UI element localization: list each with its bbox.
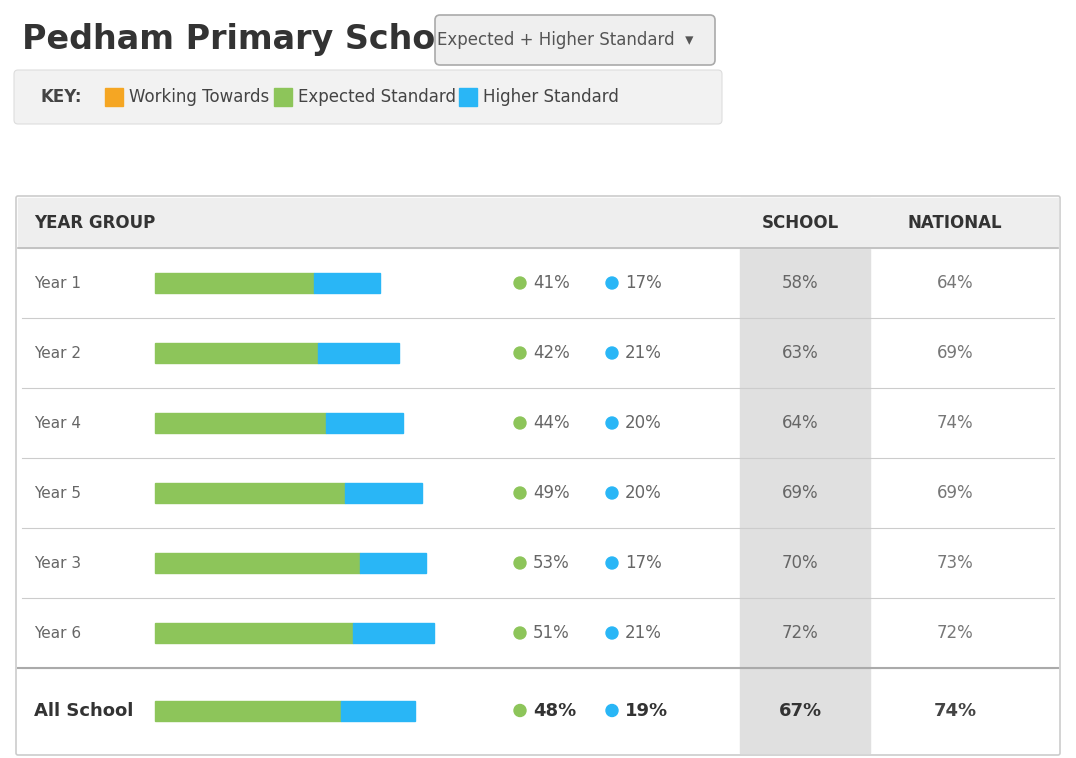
FancyBboxPatch shape	[14, 70, 722, 124]
Circle shape	[606, 487, 618, 499]
Text: 44%: 44%	[533, 414, 569, 432]
Text: 21%: 21%	[625, 624, 662, 642]
Bar	[155, 343, 317, 363]
Bar	[360, 553, 426, 573]
Text: Expected + Higher Standard  ▾: Expected + Higher Standard ▾	[437, 31, 693, 49]
Text: 49%: 49%	[533, 484, 569, 502]
Bar	[314, 273, 380, 293]
Bar	[274, 88, 292, 106]
Bar	[155, 553, 360, 573]
Circle shape	[514, 627, 526, 639]
Bar	[317, 343, 399, 363]
Circle shape	[606, 557, 618, 569]
Text: 72%: 72%	[781, 624, 819, 642]
Text: 69%: 69%	[937, 344, 974, 362]
Text: 74%: 74%	[937, 414, 974, 432]
Circle shape	[606, 347, 618, 359]
Text: 42%: 42%	[533, 344, 570, 362]
Bar	[740, 198, 870, 753]
Bar	[155, 700, 341, 721]
Text: Year 5: Year 5	[34, 486, 81, 500]
Bar	[345, 483, 423, 503]
Text: Year 3: Year 3	[34, 556, 81, 571]
Text: SCHOOL: SCHOOL	[762, 214, 838, 232]
Text: 20%: 20%	[625, 484, 662, 502]
Circle shape	[606, 277, 618, 289]
Text: 74%: 74%	[934, 701, 977, 719]
Bar	[341, 700, 414, 721]
Bar	[18, 198, 1058, 248]
Circle shape	[514, 487, 526, 499]
Text: 21%: 21%	[625, 344, 662, 362]
Text: 69%: 69%	[937, 484, 974, 502]
Text: 17%: 17%	[625, 554, 662, 572]
Text: 17%: 17%	[625, 274, 662, 292]
Text: Higher Standard: Higher Standard	[483, 88, 619, 106]
Text: 58%: 58%	[781, 274, 819, 292]
Circle shape	[514, 277, 526, 289]
Text: Pedham Primary School:: Pedham Primary School:	[22, 23, 483, 57]
Bar	[353, 623, 434, 643]
Text: 19%: 19%	[625, 701, 668, 719]
Circle shape	[606, 704, 618, 716]
Text: 51%: 51%	[533, 624, 570, 642]
Bar	[155, 623, 353, 643]
Text: Year 2: Year 2	[34, 346, 81, 361]
Text: 64%: 64%	[937, 274, 974, 292]
Text: YEAR GROUP: YEAR GROUP	[34, 214, 155, 232]
Text: 20%: 20%	[625, 414, 662, 432]
FancyBboxPatch shape	[435, 15, 714, 65]
Text: 67%: 67%	[778, 701, 822, 719]
Text: 72%: 72%	[936, 624, 974, 642]
Text: Working Towards: Working Towards	[129, 88, 269, 106]
Text: 63%: 63%	[781, 344, 819, 362]
Bar	[155, 413, 326, 433]
Circle shape	[606, 417, 618, 429]
Text: 53%: 53%	[533, 554, 570, 572]
Circle shape	[514, 557, 526, 569]
Text: Year 4: Year 4	[34, 415, 81, 431]
Bar	[155, 483, 345, 503]
Text: NATIONAL: NATIONAL	[908, 214, 1003, 232]
Text: 48%: 48%	[533, 701, 577, 719]
Text: Year 6: Year 6	[34, 625, 81, 641]
Text: 73%: 73%	[936, 554, 974, 572]
Circle shape	[606, 627, 618, 639]
Text: Year 1: Year 1	[34, 275, 81, 290]
Bar	[458, 88, 477, 106]
Circle shape	[514, 704, 526, 716]
Text: Expected Standard: Expected Standard	[298, 88, 456, 106]
Bar	[326, 413, 404, 433]
Text: 41%: 41%	[533, 274, 570, 292]
FancyBboxPatch shape	[16, 196, 1060, 755]
Text: 70%: 70%	[781, 554, 819, 572]
Bar	[155, 273, 314, 293]
Bar	[105, 88, 123, 106]
Text: 69%: 69%	[781, 484, 819, 502]
Text: KEY:: KEY:	[40, 88, 82, 106]
Circle shape	[514, 347, 526, 359]
Text: 64%: 64%	[781, 414, 819, 432]
Text: All School: All School	[34, 701, 133, 719]
Circle shape	[514, 417, 526, 429]
